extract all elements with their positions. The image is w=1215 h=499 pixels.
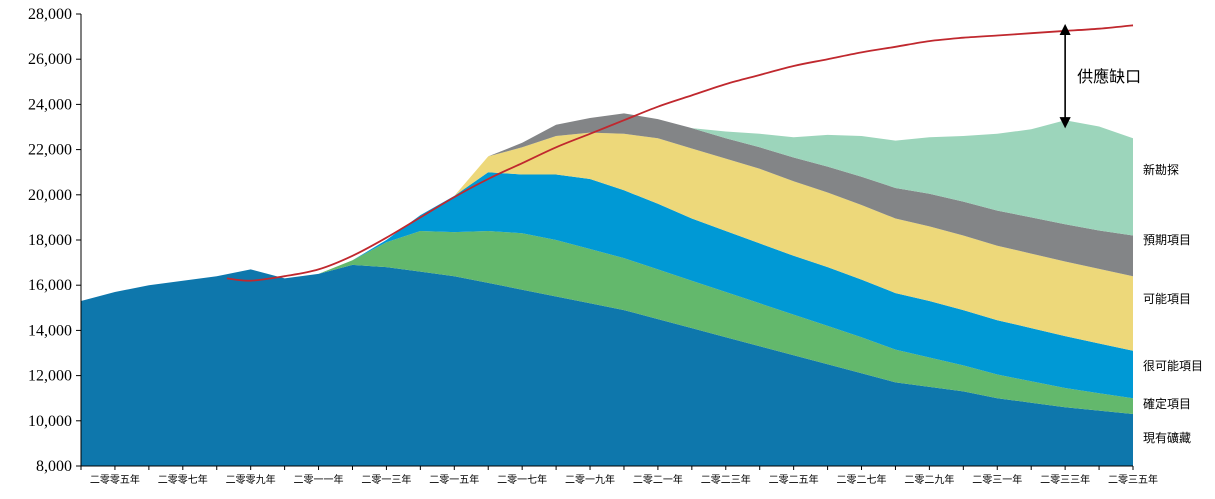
x-tick-label: 二零一一年	[294, 473, 344, 486]
legend-label: 預期項目	[1143, 233, 1191, 247]
legend-label: 很可能項目	[1143, 359, 1203, 373]
x-tick-label: 二零三三年	[1040, 473, 1090, 486]
y-tick-label: 18,000	[28, 232, 72, 249]
y-tick-label: 16,000	[28, 277, 72, 294]
y-tick-label: 22,000	[28, 142, 72, 159]
y-tick-label: 24,000	[28, 96, 72, 113]
area-2	[81, 231, 1133, 414]
demand-line-layer	[226, 24, 1134, 282]
area-6	[81, 113, 1133, 302]
y-tick-label: 26,000	[28, 51, 72, 68]
stacked-areas	[81, 113, 1133, 466]
x-tick-label: 二零零九年	[226, 473, 276, 486]
y-tick-label: 12,000	[28, 368, 72, 385]
x-tick-label: 二零一七年	[497, 473, 547, 486]
x-tick-label: 二零零五年	[90, 473, 140, 486]
y-tick-label: 8,000	[36, 458, 72, 475]
axes: 8,000 10,000 12,000 14,000 16,000 18,000 20,00…	[28, 6, 1158, 486]
area-1	[81, 264, 1133, 466]
supply-gap-annotation: 供應缺口	[1059, 23, 1141, 129]
supply-gap-label: 供應缺口	[1077, 67, 1141, 86]
x-tick-label: 二零二五年	[769, 473, 819, 486]
area-4	[81, 132, 1133, 351]
x-tick-label: 二零零七年	[158, 473, 208, 486]
x-tick-label: 二零二七年	[837, 473, 887, 486]
x-tick-label: 二零三五年	[1108, 473, 1158, 486]
x-tick-label: 二零一三年	[361, 473, 411, 486]
area-3	[81, 172, 1133, 399]
area-5	[81, 113, 1133, 302]
y-tick-label: 20,000	[28, 187, 72, 204]
y-tick-label: 10,000	[28, 413, 72, 430]
legend-label: 確定項目	[1143, 396, 1191, 411]
legend-label: 可能項目	[1143, 292, 1191, 306]
x-tick-label: 二零二一年	[633, 473, 683, 486]
demand-line	[226, 24, 1134, 282]
legend: 現有礦藏 確定項目 很可能項目 可能項目 預期項目 新勘探	[1143, 162, 1203, 445]
legend-label: 現有礦藏	[1143, 430, 1191, 445]
x-tick-label: 二零一九年	[565, 473, 615, 486]
legend-label: 新勘探	[1143, 162, 1179, 177]
y-tick-label: 28,000	[28, 6, 72, 23]
x-tick-label: 二零一五年	[429, 473, 479, 486]
y-tick-label: 14,000	[28, 322, 72, 339]
x-tick-label: 二零二九年	[904, 473, 954, 486]
x-tick-label: 二零二三年	[701, 473, 751, 486]
x-tick-label: 二零三一年	[972, 473, 1022, 486]
